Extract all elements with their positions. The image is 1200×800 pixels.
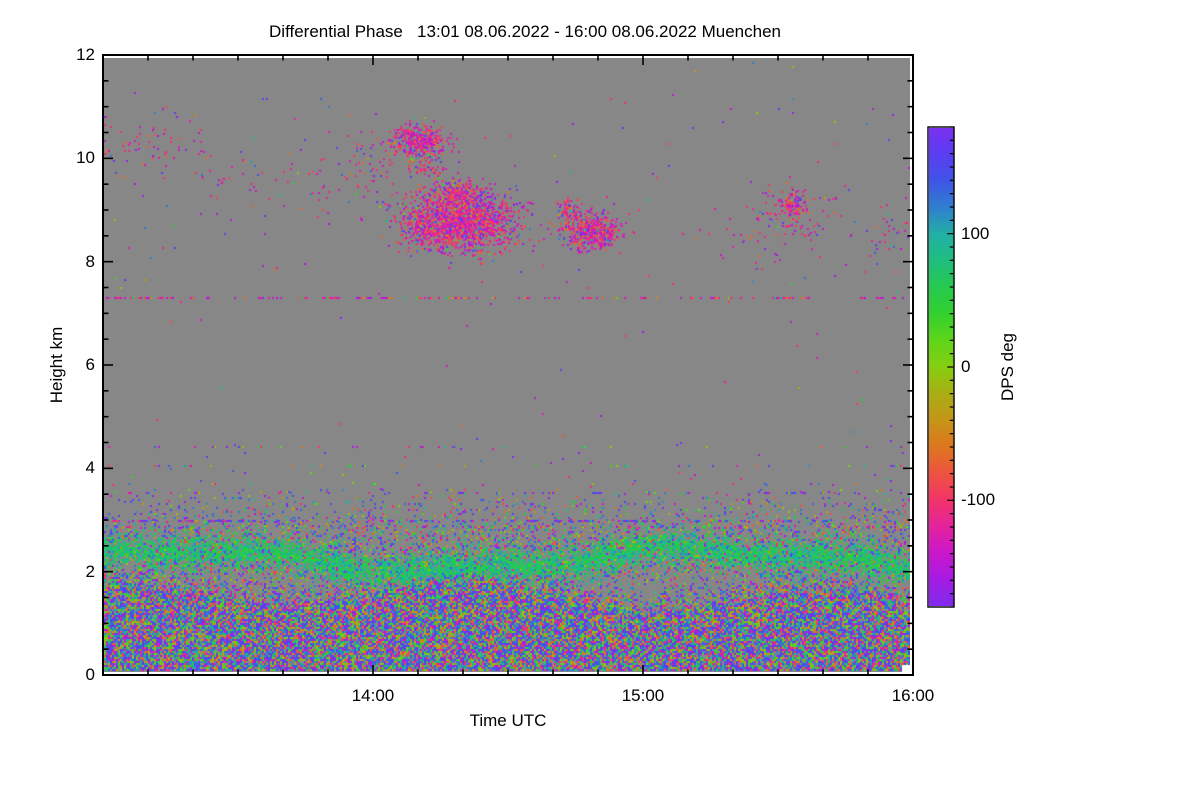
y-tick-label: 0 xyxy=(85,665,95,684)
plot-title: Differential Phase 13:01 08.06.2022 - 16… xyxy=(269,22,781,41)
x-tick-label: 16:00 xyxy=(891,686,935,705)
colorbar-tick-label: 0 xyxy=(961,357,971,376)
y-tick-label: 8 xyxy=(85,252,95,271)
colorbar-axis-label: DPS deg xyxy=(998,332,1017,402)
x-tick-label: 15:00 xyxy=(621,686,665,705)
differential-phase-heatmap-canvas xyxy=(104,58,910,672)
y-tick-label: 10 xyxy=(76,148,95,167)
y-axis-label: Height km xyxy=(47,326,66,404)
y-tick-label: 4 xyxy=(85,458,95,477)
x-tick-label: 14:00 xyxy=(351,686,395,705)
colorbar-gradient xyxy=(929,128,954,606)
y-tick-label: 6 xyxy=(85,355,95,374)
colorbar-tick-label: 100 xyxy=(961,224,990,243)
x-axis-label: Time UTC xyxy=(469,711,547,730)
y-tick-label: 2 xyxy=(85,562,95,581)
colorbar-tick-label: -100 xyxy=(961,490,996,509)
y-tick-label: 12 xyxy=(76,45,95,64)
